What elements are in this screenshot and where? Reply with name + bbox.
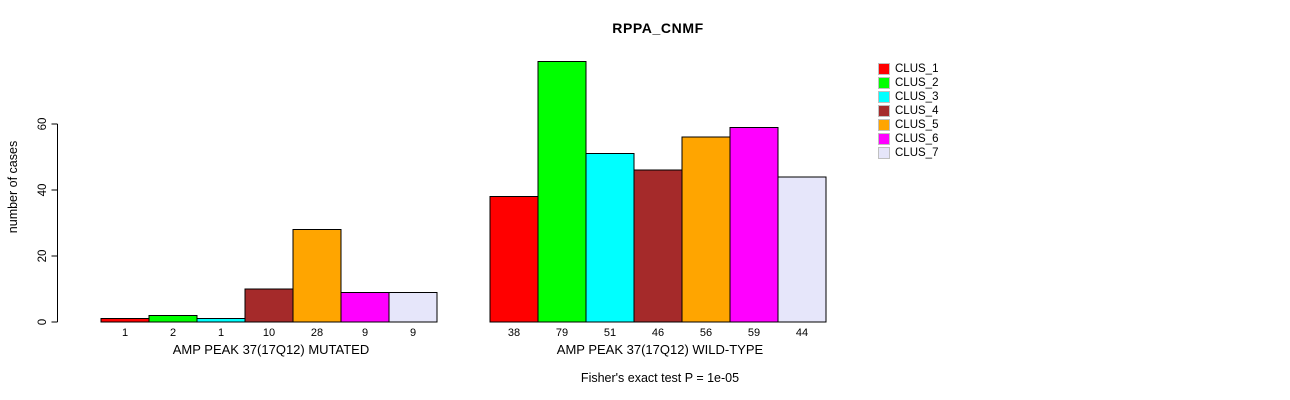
- bar-clus_6-mutated: [340, 291, 390, 323]
- group-label-wild-type: AMP PEAK 37(17Q12) WILD-TYPE: [557, 342, 764, 357]
- y-axis-tick-label: 0: [37, 319, 49, 325]
- legend-label-clus_6: CLUS_6: [895, 133, 939, 145]
- legend-label-clus_4: CLUS_4: [895, 105, 939, 117]
- bar-value-label-mutated: 2: [170, 327, 176, 339]
- legend-label-clus_3: CLUS_3: [895, 91, 939, 103]
- legend-swatch-clus_3: [878, 91, 890, 103]
- bar-clus_7-mutated: [388, 291, 438, 323]
- bar-clus_3-mutated: [196, 318, 246, 323]
- bar-clus_3-wild-type: [585, 153, 635, 323]
- legend-item-clus_1: CLUS_1: [878, 62, 938, 76]
- bar-value-label-mutated: 28: [311, 327, 323, 339]
- legend-label-clus_1: CLUS_1: [895, 63, 939, 75]
- fisher-test-annotation: Fisher's exact test P = 1e-05: [580, 371, 740, 385]
- legend-label-clus_2: CLUS_2: [895, 77, 939, 89]
- legend-item-clus_5: CLUS_5: [878, 118, 938, 132]
- bar-value-label-mutated: 10: [263, 327, 275, 339]
- chart-title: RPPA_CNMF: [612, 20, 704, 36]
- y-axis-tick-label: 20: [37, 250, 49, 263]
- y-axis-tick-label: 40: [37, 184, 49, 197]
- legend: CLUS_1 CLUS_2 CLUS_3 CLUS_4 CLUS_5 CLUS_6 CLUS…: [878, 62, 938, 160]
- legend-swatch-clus_4: [878, 105, 890, 117]
- bar-clus_7-wild-type: [777, 176, 827, 323]
- bar-value-label-wild-type: 44: [796, 327, 808, 339]
- legend-label-clus_7: CLUS_7: [895, 147, 939, 159]
- bar-value-label-wild-type: 59: [748, 327, 760, 339]
- bar-value-label-mutated: 1: [218, 327, 224, 339]
- legend-item-clus_3: CLUS_3: [878, 90, 938, 104]
- bar-value-label-wild-type: 79: [556, 327, 568, 339]
- bar-value-label-wild-type: 46: [652, 327, 664, 339]
- legend-item-clus_2: CLUS_2: [878, 76, 938, 90]
- bar-value-label-mutated: 9: [410, 327, 416, 339]
- bar-value-label-wild-type: 51: [604, 327, 616, 339]
- bar-value-label-wild-type: 38: [508, 327, 520, 339]
- legend-item-clus_4: CLUS_4: [878, 104, 938, 118]
- y-axis-tick-label: 60: [37, 118, 49, 131]
- bar-value-label-mutated: 1: [122, 327, 128, 339]
- legend-item-clus_6: CLUS_6: [878, 132, 938, 146]
- bar-clus_1-mutated: [100, 318, 150, 323]
- bar-clus_5-wild-type: [681, 136, 731, 323]
- legend-item-clus_7: CLUS_7: [878, 146, 938, 160]
- group-label-mutated: AMP PEAK 37(17Q12) MUTATED: [173, 342, 370, 357]
- bar-clus_4-wild-type: [633, 169, 683, 323]
- legend-swatch-clus_2: [878, 77, 890, 89]
- legend-swatch-clus_6: [878, 133, 890, 145]
- bar-clus_2-mutated: [148, 314, 198, 323]
- bar-clus_4-mutated: [244, 288, 294, 323]
- bar-value-label-mutated: 9: [362, 327, 368, 339]
- legend-swatch-clus_7: [878, 147, 890, 159]
- legend-label-clus_5: CLUS_5: [895, 119, 939, 131]
- legend-swatch-clus_5: [878, 119, 890, 131]
- bar-value-label-wild-type: 56: [700, 327, 712, 339]
- bar-clus_5-mutated: [292, 229, 342, 323]
- bar-clus_6-wild-type: [729, 126, 779, 323]
- legend-swatch-clus_1: [878, 63, 890, 75]
- bar-clus_1-wild-type: [489, 196, 539, 323]
- bar-clus_2-wild-type: [537, 60, 587, 323]
